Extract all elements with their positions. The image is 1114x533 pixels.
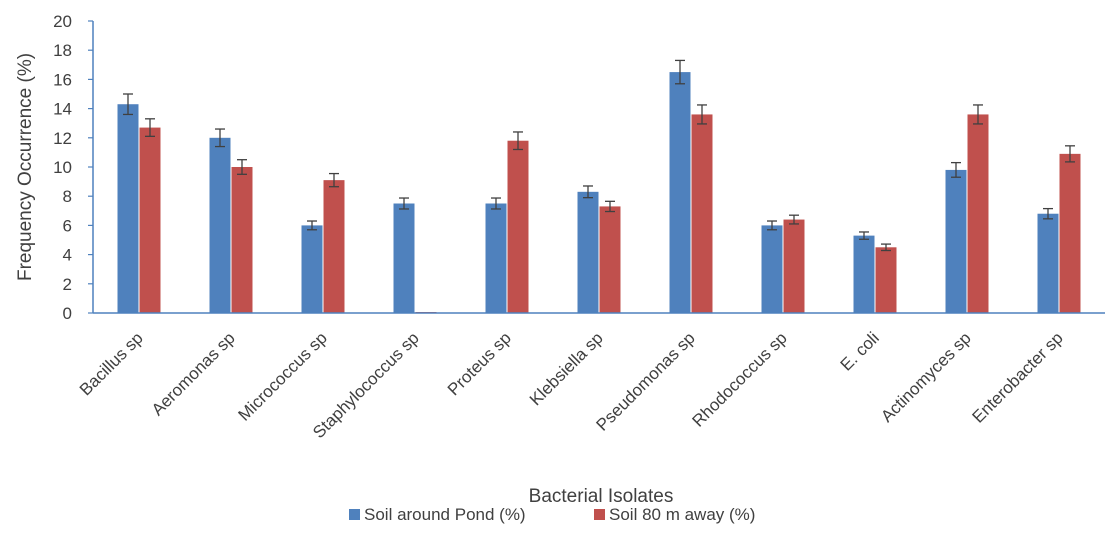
- error-bar-proteus-sp-series-2: [513, 131, 523, 151]
- bar-staphylococcus-sp-series-1: [393, 203, 415, 313]
- y-tick-label: 18: [53, 41, 72, 60]
- legend-label: Soil around Pond (%): [364, 505, 526, 524]
- bar-enterobacter-sp-series-1: [1037, 213, 1059, 313]
- error-bars-group: [123, 59, 1075, 252]
- bar-bacillus-sp-series-2: [139, 127, 161, 313]
- x-tick-label-bacillus-sp: Bacillus sp: [76, 328, 147, 399]
- y-tick-label: 14: [53, 100, 72, 119]
- bar-aeromonas-sp-series-2: [231, 167, 253, 313]
- error-bar-enterobacter-sp-series-2: [1065, 145, 1075, 163]
- x-tick-label-proteus-sp: Proteus sp: [444, 328, 515, 399]
- error-bar-bacillus-sp-series-1: [123, 93, 133, 116]
- error-bar-e-coli-series-2: [881, 243, 891, 252]
- x-tick-label-micrococcus-sp: Micrococcus sp: [235, 328, 331, 424]
- error-bar-aeromonas-sp-series-1: [215, 128, 225, 148]
- error-bar-proteus-sp-series-1: [491, 197, 501, 210]
- bar-e-coli-series-1: [853, 235, 875, 313]
- error-bar-rhodococcus-sp-series-1: [767, 220, 777, 231]
- y-tick-label: 6: [63, 216, 72, 235]
- y-tick-label: 4: [63, 246, 72, 265]
- error-bar-pseudomonas-sp-series-1: [675, 59, 685, 85]
- bars-group: [117, 72, 1081, 313]
- error-bar-rhodococcus-sp-series-2: [789, 214, 799, 225]
- y-tick-label: 10: [53, 158, 72, 177]
- legend-label: Soil 80 m away (%): [609, 505, 755, 524]
- error-bar-e-coli-series-1: [859, 231, 869, 240]
- y-tick-label: 8: [63, 187, 72, 206]
- error-bar-staphylococcus-sp-series-1: [399, 197, 409, 210]
- x-tick-label-klebsiella-sp: Klebsiella sp: [526, 328, 607, 409]
- error-bar-micrococcus-sp-series-2: [329, 172, 339, 188]
- bar-pseudomonas-sp-series-2: [691, 114, 713, 313]
- y-axis-title: Frequency Occurrence (%): [15, 53, 36, 281]
- legend-item-series-1: Soil around Pond (%): [349, 505, 526, 524]
- error-bar-aeromonas-sp-series-2: [237, 159, 247, 175]
- error-bar-actinomyces-sp-series-1: [951, 161, 961, 178]
- x-tick-label-enterobacter-sp: Enterobacter sp: [969, 328, 1067, 426]
- error-bar-actinomyces-sp-series-2: [973, 104, 983, 125]
- x-tick-label-rhodococcus-sp: Rhodococcus sp: [689, 328, 791, 430]
- y-tick-label: 2: [63, 275, 72, 294]
- x-axis-title: Bacterial Isolates: [529, 486, 674, 507]
- bar-proteus-sp-series-2: [507, 140, 529, 313]
- x-tick-label-actinomyces-sp: Actinomyces sp: [877, 328, 975, 426]
- error-bar-klebsiella-sp-series-1: [583, 185, 593, 199]
- bar-e-coli-series-2: [875, 247, 897, 313]
- error-bar-enterobacter-sp-series-1: [1043, 207, 1053, 220]
- y-tick-label: 16: [53, 70, 72, 89]
- y-tick-label: 0: [63, 304, 72, 323]
- error-bar-klebsiella-sp-series-2: [605, 200, 615, 213]
- x-tick-label-aeromonas-sp: Aeromonas sp: [148, 328, 239, 419]
- bar-proteus-sp-series-1: [485, 203, 507, 313]
- bar-rhodococcus-sp-series-1: [761, 225, 783, 313]
- bar-enterobacter-sp-series-2: [1059, 153, 1081, 313]
- y-axis-ticks: 0 2 4 6 8 10 12 14 16 18 20: [53, 12, 93, 323]
- bar-rhodococcus-sp-series-2: [783, 219, 805, 313]
- bar-actinomyces-sp-series-1: [945, 169, 967, 313]
- bar-klebsiella-sp-series-1: [577, 191, 599, 313]
- legend-item-series-2: Soil 80 m away (%): [594, 505, 755, 524]
- error-bar-pseudomonas-sp-series-2: [697, 104, 707, 125]
- error-bar-bacillus-sp-series-2: [145, 118, 155, 137]
- legend: Soil around Pond (%) Soil 80 m away (%): [349, 505, 755, 524]
- bar-actinomyces-sp-series-2: [967, 114, 989, 313]
- bar-aeromonas-sp-series-1: [209, 137, 231, 313]
- bar-micrococcus-sp-series-1: [301, 225, 323, 313]
- y-tick-label: 20: [53, 12, 72, 31]
- error-bar-micrococcus-sp-series-1: [307, 220, 317, 231]
- legend-swatch: [594, 509, 605, 520]
- bar-bacillus-sp-series-1: [117, 104, 139, 313]
- x-tick-label-pseudomonas-sp: Pseudomonas sp: [592, 328, 698, 434]
- bar-pseudomonas-sp-series-1: [669, 72, 691, 313]
- legend-swatch: [349, 509, 360, 520]
- bar-klebsiella-sp-series-2: [599, 206, 621, 313]
- y-tick-label: 12: [53, 129, 72, 148]
- x-tick-label-e-coli: E. coli: [837, 328, 883, 374]
- bar-micrococcus-sp-series-2: [323, 180, 345, 313]
